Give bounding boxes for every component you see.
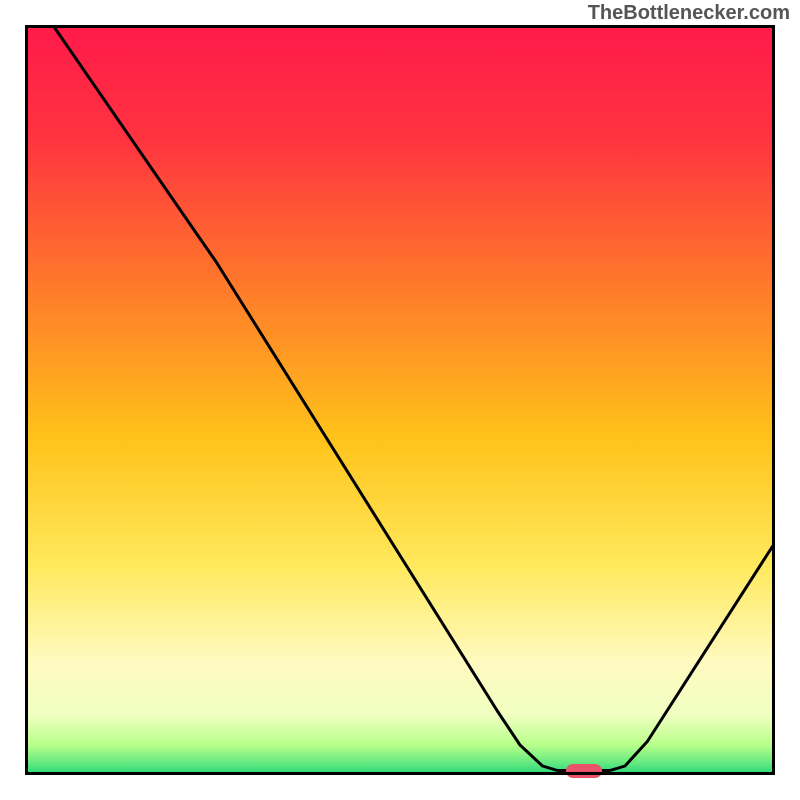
chart-container: TheBottlenecker.com <box>0 0 800 800</box>
watermark-text: TheBottlenecker.com <box>588 2 790 25</box>
plot-frame <box>25 25 775 775</box>
